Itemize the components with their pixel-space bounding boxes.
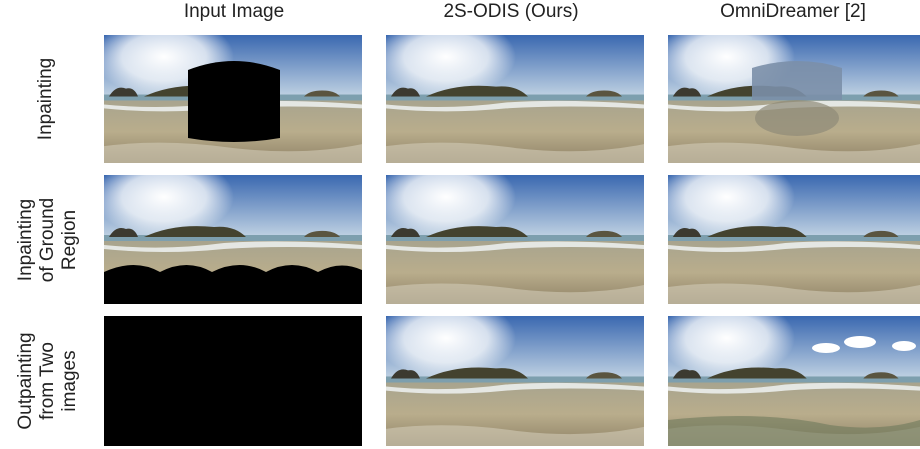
row-label-line: Outpainting (15, 332, 36, 429)
row-label-line: Region (59, 210, 80, 270)
image-omnidreamer (668, 35, 920, 163)
row-label-line: of Ground (37, 198, 58, 283)
image-ours (386, 175, 644, 304)
column-header: Input Image (184, 1, 284, 22)
image-ours (386, 35, 644, 163)
image-omnidreamer (668, 316, 920, 446)
row-label-line: from Two (37, 342, 58, 420)
image-input (104, 35, 362, 163)
image-omnidreamer (668, 175, 920, 304)
column-header: 2S-ODIS (Ours) (443, 1, 578, 22)
row-label: Outpainting from Two images (15, 332, 80, 429)
row-label: Inpainting (35, 58, 56, 140)
column-header: OmniDreamer [2] (720, 1, 866, 22)
image-ours (386, 316, 644, 446)
row-label: Inpainting of Ground Region (15, 198, 80, 283)
row-label-line: Inpainting (35, 58, 56, 140)
row-label-line: Inpainting (15, 199, 36, 281)
image-input (104, 175, 362, 304)
row-label-line: images (59, 350, 80, 411)
image-input (104, 316, 362, 446)
